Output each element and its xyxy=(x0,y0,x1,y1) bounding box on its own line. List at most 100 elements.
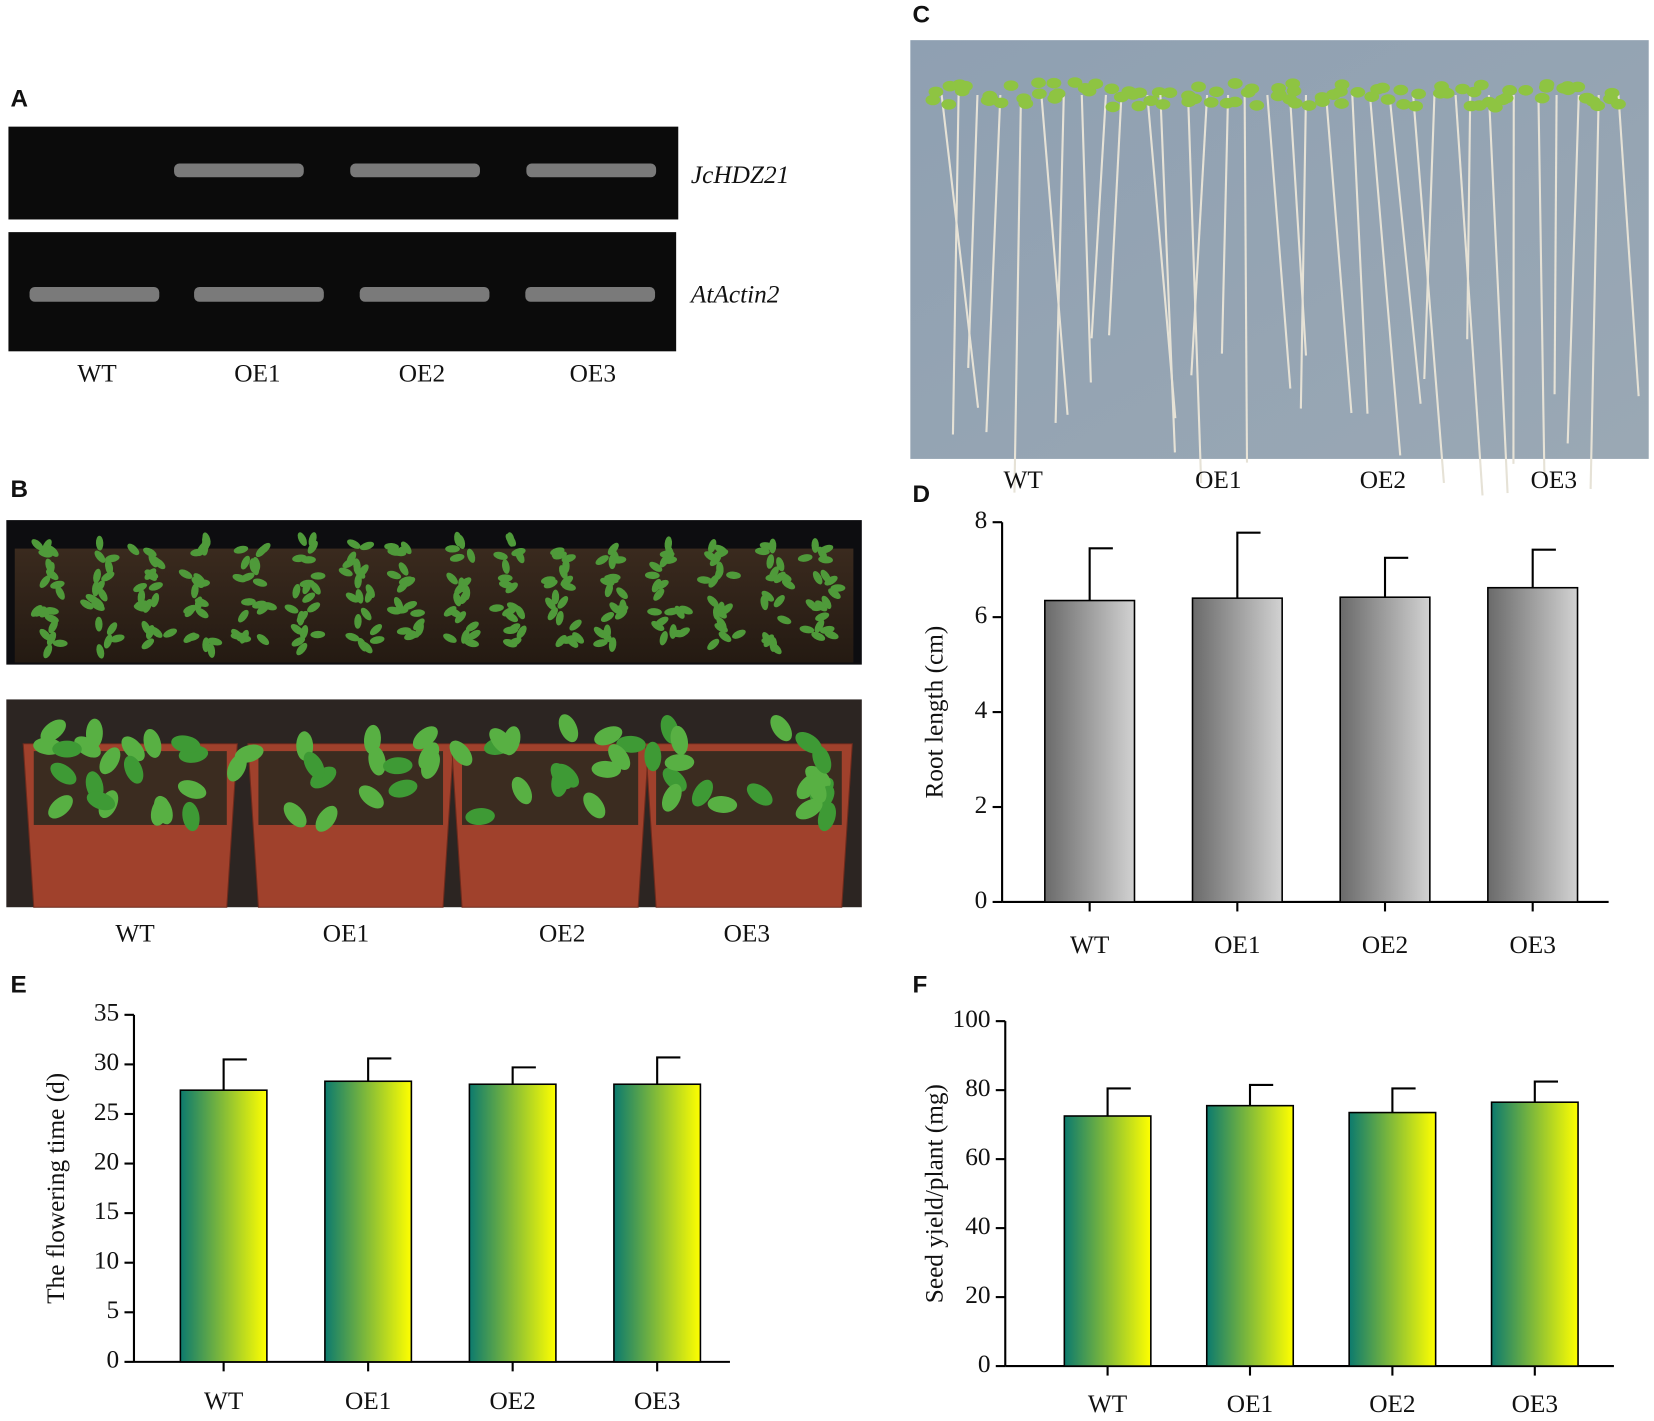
leaf xyxy=(55,586,65,600)
leaf xyxy=(454,582,466,595)
leaf xyxy=(300,625,309,640)
leaf xyxy=(773,595,785,608)
leaf xyxy=(256,634,270,646)
cotyledon xyxy=(925,94,941,106)
leaf xyxy=(171,735,201,753)
cotyledon xyxy=(1018,98,1034,109)
leaf xyxy=(608,637,617,652)
lane-label: OE2 xyxy=(399,359,445,387)
leaf xyxy=(150,556,163,568)
leaf xyxy=(386,570,402,580)
cotyledon xyxy=(1286,85,1302,97)
leaf xyxy=(360,607,372,621)
leaf xyxy=(342,558,356,569)
leaf xyxy=(42,539,52,553)
leaf xyxy=(207,643,216,658)
root xyxy=(1368,94,1402,456)
error-bar xyxy=(511,1066,536,1085)
leaf xyxy=(662,556,678,564)
error-bar xyxy=(1088,547,1113,601)
leaf xyxy=(251,560,260,576)
cotyledon xyxy=(1396,99,1411,110)
x-tick-label: OE1 xyxy=(1214,931,1260,959)
leaf xyxy=(763,634,775,648)
leaf xyxy=(31,539,44,551)
root xyxy=(1537,94,1546,476)
leaf xyxy=(543,579,558,589)
leaf xyxy=(726,571,741,580)
gene-label: JcHDZ21 xyxy=(691,161,789,189)
leaf xyxy=(765,573,781,582)
leaf xyxy=(511,776,533,805)
x-tick-label: OE2 xyxy=(489,1387,535,1415)
leaf xyxy=(48,795,73,819)
leaf xyxy=(296,642,308,656)
leaf xyxy=(400,541,412,555)
bar xyxy=(1339,596,1431,903)
lane-label: WT xyxy=(77,359,117,387)
leaf xyxy=(299,579,315,588)
leaf xyxy=(554,763,580,788)
error-bar xyxy=(367,1057,392,1082)
leaf xyxy=(148,582,163,591)
leaf xyxy=(465,621,479,632)
cotyledon xyxy=(942,80,958,92)
leaf xyxy=(569,619,582,631)
leaf xyxy=(121,736,145,762)
leaf xyxy=(707,796,738,813)
leaf xyxy=(507,637,522,647)
cotyledon xyxy=(1611,98,1626,110)
leaf xyxy=(545,597,556,611)
leaf xyxy=(820,625,835,634)
x-tick-label: OE3 xyxy=(1512,1390,1558,1418)
leaf xyxy=(194,596,203,611)
y-tick-label: 100 xyxy=(953,1005,991,1033)
leaf xyxy=(449,740,473,766)
cotyledon xyxy=(1132,87,1147,99)
leaf xyxy=(647,608,662,616)
leaf xyxy=(550,547,565,556)
leaf xyxy=(661,783,682,812)
leaf xyxy=(369,636,385,644)
leaf xyxy=(182,801,200,832)
x-tick-label: WT xyxy=(1088,1390,1128,1418)
leaf xyxy=(310,630,326,639)
leaf xyxy=(662,767,687,792)
leaf xyxy=(505,582,518,594)
leaf xyxy=(653,588,665,601)
cotyledon xyxy=(1209,86,1224,98)
cotyledon xyxy=(1518,85,1534,96)
leaf xyxy=(38,549,53,558)
leaf xyxy=(85,718,103,749)
cotyledon xyxy=(1105,101,1121,113)
leaf xyxy=(391,548,407,557)
leaf xyxy=(489,728,514,753)
leaf xyxy=(50,580,65,589)
leaf xyxy=(97,588,108,602)
leaf xyxy=(716,561,724,577)
leaf xyxy=(404,629,420,638)
x-tick-label: OE1 xyxy=(1227,1390,1273,1418)
leaf xyxy=(819,544,834,554)
cotyledon xyxy=(1104,83,1120,95)
y-tick-label: 25 xyxy=(94,1098,119,1126)
y-axis-label: Root length (cm) xyxy=(921,626,949,799)
leaf xyxy=(143,598,153,613)
leaf xyxy=(141,620,151,635)
cotyledon xyxy=(1534,92,1550,104)
bar xyxy=(1348,1111,1437,1367)
leaf xyxy=(52,740,82,758)
leaf xyxy=(123,755,144,784)
y-tick-label: 10 xyxy=(94,1247,119,1275)
gel-bands xyxy=(29,163,657,302)
leaf xyxy=(718,631,732,643)
leaf xyxy=(396,580,409,593)
leaf xyxy=(363,724,381,755)
cotyledon xyxy=(1067,77,1083,88)
cotyledon xyxy=(1151,87,1167,98)
leaf xyxy=(177,780,207,799)
cotyledon xyxy=(1244,83,1260,95)
root xyxy=(1388,94,1422,404)
cotyledon xyxy=(1315,96,1330,107)
x-tick-label: OE3 xyxy=(634,1387,680,1415)
